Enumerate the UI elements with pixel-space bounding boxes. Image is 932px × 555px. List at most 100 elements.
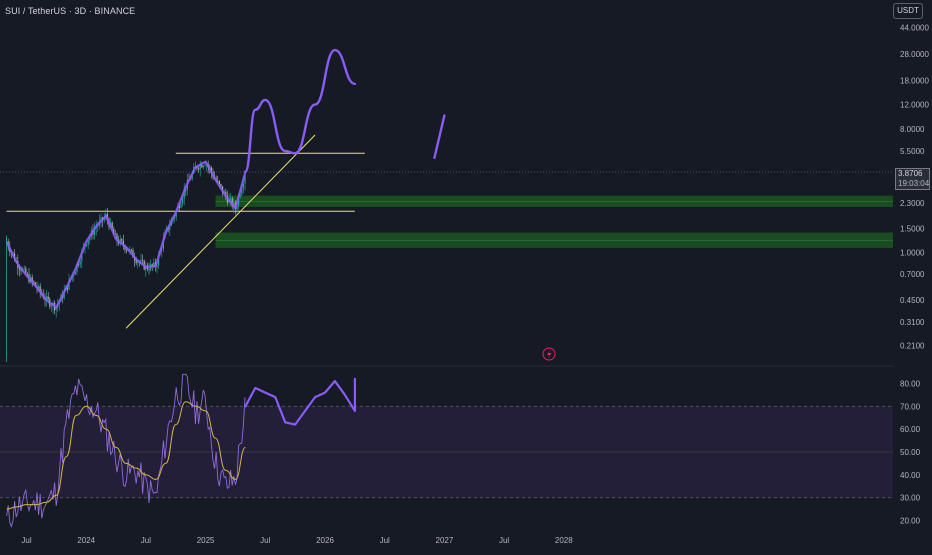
price-axis-label: 0.2100 xyxy=(900,341,925,350)
candle-body xyxy=(178,206,180,208)
price-axis-label: 44.0000 xyxy=(900,23,929,32)
candle-body xyxy=(111,222,113,229)
candle-body xyxy=(230,198,232,200)
candle-body xyxy=(121,239,123,241)
symbol-title: SUI / TetherUS · 3D · BINANCE xyxy=(5,6,136,16)
candle-body xyxy=(73,274,75,276)
candle-body xyxy=(50,306,52,307)
candle-body xyxy=(114,233,116,235)
time-axis-label: Jul xyxy=(141,536,151,545)
candle-body xyxy=(137,261,139,264)
candle-body xyxy=(198,168,200,170)
price-axis-label: 0.4500 xyxy=(900,296,925,305)
candle-body xyxy=(183,189,185,199)
candle-body xyxy=(174,216,176,219)
rsi-axis-label: 30.00 xyxy=(900,494,921,503)
bar-countdown: 19:03:04 xyxy=(898,179,930,188)
time-axis-label: 2027 xyxy=(436,536,454,545)
time-axis-label: Jul xyxy=(380,536,390,545)
price-axis-label: 28.0000 xyxy=(900,50,929,59)
time-axis-label: 2025 xyxy=(197,536,215,545)
candle-body xyxy=(18,267,20,270)
time-axis-label: 2024 xyxy=(77,536,95,545)
candle-body xyxy=(23,268,25,270)
candle-body xyxy=(38,286,40,289)
candle-body xyxy=(236,205,238,210)
candle-body xyxy=(81,251,83,262)
ascending-trendline xyxy=(125,134,316,329)
candle-body xyxy=(100,217,102,221)
rsi-axis-label: 60.00 xyxy=(900,425,921,434)
candle-body xyxy=(26,274,28,275)
candle-body xyxy=(185,189,187,191)
rsi-axis-label: 40.00 xyxy=(900,471,921,480)
candle-body xyxy=(239,194,241,197)
candle-body xyxy=(142,259,144,261)
candle-body xyxy=(241,188,243,195)
candle-body xyxy=(116,234,118,241)
candle-body xyxy=(225,191,227,197)
candle-body xyxy=(63,290,65,299)
candle-body xyxy=(156,265,158,268)
candle-body xyxy=(244,175,246,184)
candle-body xyxy=(47,296,49,300)
price-axis-label: 1.5000 xyxy=(900,224,925,233)
last-price: 3.8706 xyxy=(898,169,923,178)
candle-body xyxy=(180,203,182,208)
price-axis-label: 18.0000 xyxy=(900,76,929,85)
candle-body xyxy=(46,296,48,301)
last-price-tag: 3.8706 19:03:04 xyxy=(895,168,930,190)
candle-body xyxy=(153,262,155,266)
candle-body xyxy=(140,259,142,262)
candle-body xyxy=(126,249,128,251)
candle-body xyxy=(94,228,96,235)
candle-body xyxy=(135,260,137,264)
candle-body xyxy=(89,236,91,241)
price-trace-drawing xyxy=(5,160,247,309)
rsi-axis-label: 80.00 xyxy=(900,379,921,388)
candle-body xyxy=(78,264,80,266)
price-axis-label: 5.5000 xyxy=(900,147,925,156)
time-axis-label: 2028 xyxy=(555,536,573,545)
price-axis-label: 2.3000 xyxy=(900,199,925,208)
projection-drawing xyxy=(244,48,357,173)
candle-body xyxy=(33,281,35,283)
candle-body xyxy=(169,225,171,230)
candle-body xyxy=(20,269,22,271)
rsi-ma-line xyxy=(6,401,246,510)
candle-body xyxy=(39,286,41,292)
candle-body xyxy=(182,198,184,204)
candle-body xyxy=(231,198,233,207)
candle-body xyxy=(242,183,244,189)
rsi-projection-drawing xyxy=(244,377,356,426)
currency-button[interactable]: USDT xyxy=(893,3,923,19)
time-axis-label: 2026 xyxy=(316,536,334,545)
candle-body xyxy=(55,307,57,311)
rsi-axis-label: 50.00 xyxy=(900,448,921,457)
candle-body xyxy=(217,180,219,182)
time-axis-label: Jul xyxy=(21,536,31,545)
candle-body xyxy=(76,264,78,273)
candle-body xyxy=(79,261,81,265)
candle-body xyxy=(220,183,222,187)
price-axis-label: 0.7000 xyxy=(900,270,925,279)
candle-body xyxy=(161,248,163,251)
candle-body xyxy=(87,240,89,245)
candle-body xyxy=(218,181,220,184)
candle-body xyxy=(130,249,132,251)
lightning-icon xyxy=(542,347,556,361)
candle-body xyxy=(148,268,150,270)
candle-body xyxy=(31,277,33,282)
candle-body xyxy=(124,245,126,250)
price-axis-label: 12.0000 xyxy=(900,101,929,110)
candle-body xyxy=(86,244,88,246)
time-axis-label: Jul xyxy=(499,536,509,545)
lightning-icon-bolt xyxy=(547,350,552,359)
candle-body xyxy=(204,165,206,167)
candle-body xyxy=(134,257,136,261)
price-axis-label: 8.0000 xyxy=(900,125,925,134)
price-axis-label: 1.0000 xyxy=(900,249,925,258)
projection-tail-drawing xyxy=(433,114,446,160)
